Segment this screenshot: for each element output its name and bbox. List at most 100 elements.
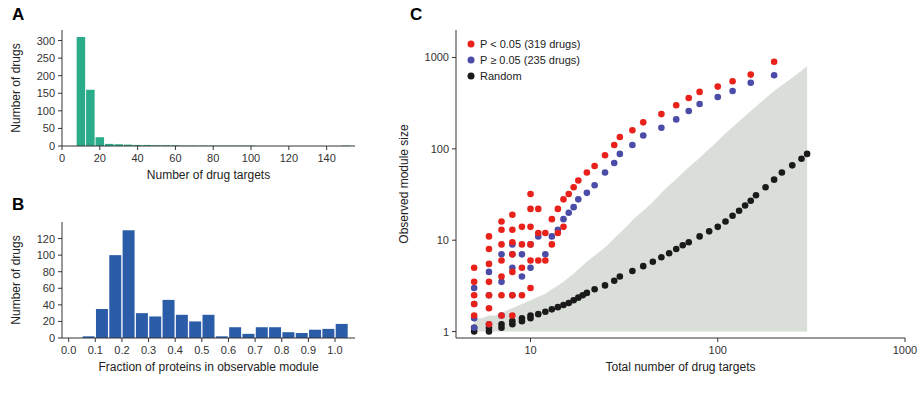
panel: 1010010001101001000Total number of drug … xyxy=(397,5,917,374)
point xyxy=(696,101,703,108)
point xyxy=(617,134,624,141)
x-tick xyxy=(62,146,63,150)
x-tick xyxy=(95,338,96,342)
point xyxy=(519,224,526,231)
point xyxy=(706,228,713,235)
point xyxy=(771,58,778,65)
point xyxy=(575,196,582,203)
y-axis xyxy=(456,30,457,338)
x-axis-label: Fraction of proteins in observable modul… xyxy=(98,360,318,374)
band xyxy=(474,66,807,331)
y-tick xyxy=(58,93,62,94)
bar xyxy=(309,330,321,338)
point xyxy=(696,233,703,240)
point xyxy=(714,224,721,231)
bar xyxy=(96,309,108,338)
point xyxy=(685,95,692,102)
point xyxy=(509,211,516,218)
point xyxy=(584,290,591,297)
point xyxy=(527,224,534,231)
point xyxy=(486,269,493,276)
y-axis-label: Number of drugs xyxy=(9,235,23,324)
point xyxy=(527,206,534,213)
point xyxy=(471,264,478,271)
x-tick xyxy=(213,146,214,150)
x-axis-label: Number of drug targets xyxy=(147,168,270,182)
y-tick-label: 20 xyxy=(43,315,55,327)
y-tick xyxy=(58,255,62,256)
point xyxy=(535,311,542,318)
point xyxy=(666,250,673,257)
x-tick xyxy=(335,338,336,342)
bar xyxy=(242,334,254,338)
point xyxy=(611,160,618,167)
y-tick xyxy=(452,240,456,241)
y-tick-label: 300 xyxy=(37,35,55,47)
legend-marker xyxy=(468,73,475,80)
panel-label: C xyxy=(410,5,422,24)
bar xyxy=(176,315,188,338)
y-tick xyxy=(452,57,456,58)
point xyxy=(509,239,516,246)
point xyxy=(549,306,556,313)
point xyxy=(542,257,549,264)
y-tick xyxy=(58,321,62,322)
y-tick-label: 0 xyxy=(49,140,55,152)
y-tick-label: 200 xyxy=(37,70,55,82)
x-tick xyxy=(201,338,202,342)
point xyxy=(617,273,624,280)
bar xyxy=(336,324,348,338)
point xyxy=(736,207,743,214)
y-tick xyxy=(58,128,62,129)
point xyxy=(696,89,703,96)
y-tick-label: 100 xyxy=(37,105,55,117)
bar xyxy=(296,333,308,338)
x-tick xyxy=(530,338,531,342)
panel-label: A xyxy=(12,5,24,24)
y-tick-label: 100 xyxy=(431,143,449,155)
page: {"chart_data": [ {"type": "bar", "title"… xyxy=(0,0,919,407)
point xyxy=(527,241,534,248)
x-tick-label: 0 xyxy=(59,152,65,164)
point xyxy=(729,88,736,95)
panel: 0.00.10.20.30.40.50.60.70.80.91.00204060… xyxy=(9,195,355,374)
x-tick xyxy=(121,338,122,342)
plot-area xyxy=(471,58,811,334)
point xyxy=(471,324,478,331)
y-tick xyxy=(58,304,62,305)
point xyxy=(685,108,692,115)
point xyxy=(555,206,562,213)
legend-entry: P ≥ 0.05 (235 drugs) xyxy=(480,54,580,66)
x-tick-label: 0.5 xyxy=(194,344,209,356)
legend-entry: Random xyxy=(480,70,522,82)
x-axis-label: Total number of drug targets xyxy=(605,360,755,374)
point xyxy=(629,127,636,134)
point xyxy=(471,279,478,286)
point xyxy=(650,259,657,266)
point xyxy=(722,218,729,225)
y-tick xyxy=(452,148,456,149)
bar xyxy=(189,321,201,338)
point xyxy=(498,218,505,225)
x-tick xyxy=(255,338,256,342)
x-tick-label: 0.7 xyxy=(247,344,262,356)
point xyxy=(591,182,598,189)
point xyxy=(611,142,618,149)
point xyxy=(602,282,609,289)
y-tick-label: 1 xyxy=(443,326,449,338)
point xyxy=(762,184,769,191)
point xyxy=(542,251,549,258)
x-tick-label: 20 xyxy=(94,152,106,164)
bar xyxy=(96,137,105,146)
point xyxy=(486,305,493,312)
x-tick-label: 140 xyxy=(317,152,335,164)
y-tick xyxy=(58,271,62,272)
y-tick xyxy=(58,58,62,59)
point xyxy=(584,169,591,176)
point xyxy=(789,162,796,169)
point xyxy=(498,257,505,264)
point xyxy=(685,239,692,246)
point xyxy=(542,230,549,237)
point xyxy=(527,264,534,271)
plot-area xyxy=(83,230,348,338)
